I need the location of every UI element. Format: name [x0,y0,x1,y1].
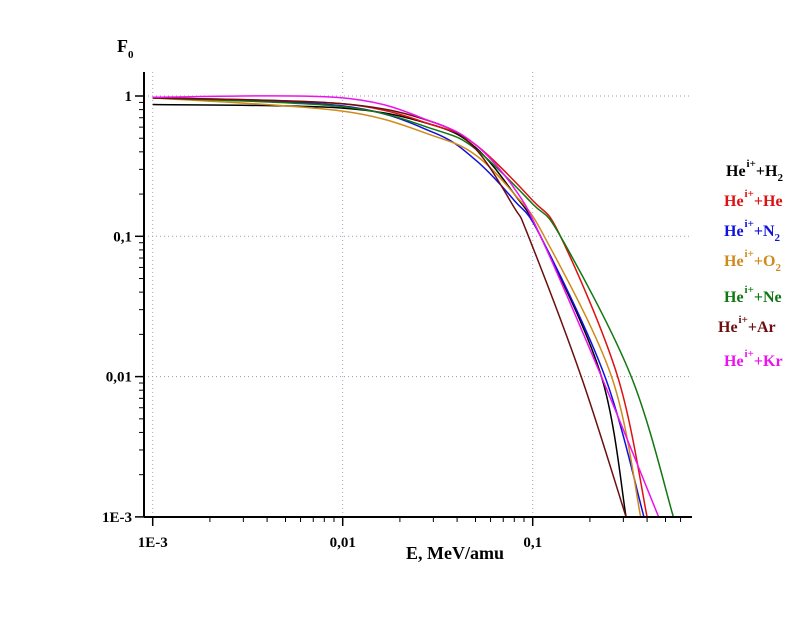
legend-charge: i+ [744,188,754,200]
legend-item: Hei++N2 [724,218,780,244]
legend-target: +O [753,253,776,270]
x-tick-label: 1E-3 [138,535,168,551]
legend-target: +N [753,223,775,240]
legend-charge: i+ [744,348,754,360]
legend-ion: He [724,253,744,270]
legend-target: +Ne [753,289,782,306]
legend-charge: i+ [746,158,756,170]
legend-ion: He [724,193,744,210]
legend-subscript: 2 [775,262,781,274]
legend-item: Hei++Ne [724,284,782,310]
y-axis-title: F0 [117,36,134,61]
series-line-h2 [152,103,627,518]
legend-item: Hei++Kr [724,348,783,374]
x-tick-label: 0,01 [330,535,356,551]
legend-target: +Ar [747,319,776,336]
legend-item: Hei++Ar [718,314,776,340]
legend-item: Hei++He [724,188,783,214]
axes [143,72,692,518]
legend-target: +Kr [753,353,783,370]
y-axis-title-sub: 0 [128,49,134,61]
legend-charge: i+ [738,314,748,326]
grid [144,72,692,517]
legend-item: Hei++O2 [724,248,781,274]
curves [152,95,675,518]
legend-subscript: 2 [777,172,783,184]
legend-item: Hei++H2 [726,158,783,184]
series-line-he [152,97,648,518]
legend-charge: i+ [744,248,754,260]
series-line-n2 [152,97,645,518]
x-axis-title: E, MeV/amu [406,543,504,563]
series-line-ar [152,97,627,518]
legend-subscript: 2 [774,232,781,244]
legend-charge: i+ [744,284,754,296]
legend-ion: He [724,353,744,370]
series-line-kr [152,95,660,518]
y-tick-label: 1E-3 [102,510,132,526]
legend-target: +H [755,163,778,180]
series-line-o2 [152,97,642,518]
y-tick-label: 0,01 [106,370,132,386]
legend-ion: He [724,289,744,306]
legend-ion: He [726,163,746,180]
y-tick-label: 0,1 [113,229,132,245]
x-tick-label: 0,1 [523,535,542,551]
series-line-ne [152,97,675,518]
ticks: 1E-3 0,01 0,1 1 0,1 0,01 1E-3 [102,89,682,551]
legend-ion: He [718,319,738,336]
y-tick-label: 1 [125,89,133,105]
legend-charge: i+ [744,218,754,230]
legend-target: +He [753,193,783,210]
legend-ion: He [724,223,744,240]
y-axis-title-main: F [117,36,128,56]
